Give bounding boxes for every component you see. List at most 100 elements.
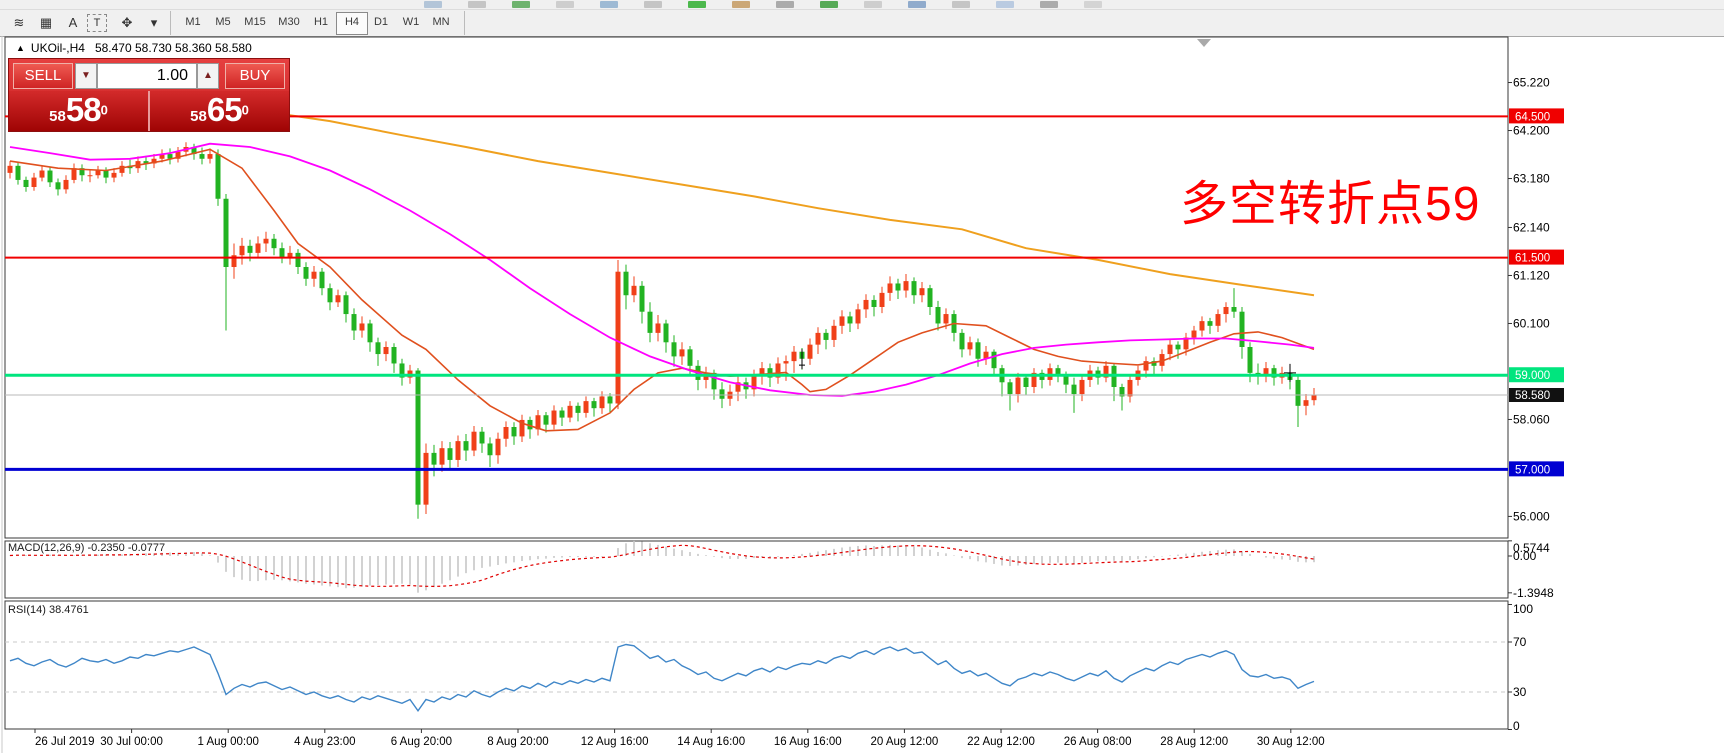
rsi-value: 38.4761 [45,604,89,616]
candle-body [287,252,293,258]
candle-body [671,342,677,357]
candle-body [1015,377,1021,395]
volume-input[interactable]: 1.00 [97,63,197,89]
sell-button[interactable]: SELL [13,63,73,89]
cropped-toolbar-icon [468,1,486,8]
timeframe-button-m30[interactable]: M30 [278,16,300,28]
time-axis-label[interactable]: 20 Aug 12:00 [871,736,939,748]
ask-price[interactable]: 58650 [150,91,289,131]
price-tick-label: 63.180 [1513,172,1550,186]
timeframe-button-m5[interactable]: M5 [215,16,231,28]
candle-body [1055,368,1061,376]
candle-body [1183,337,1189,350]
chart-shift-marker-icon[interactable] [1197,39,1211,47]
macd-panel[interactable] [4,540,1509,599]
candle-body [239,245,245,256]
candle-body [23,179,29,187]
time-axis-label[interactable]: 4 Aug 23:00 [294,736,355,748]
candle-body [455,441,461,460]
timeframe-button-h4[interactable]: H4 [336,12,368,35]
timeframe-button-h1[interactable]: H1 [313,16,329,28]
candle-body [359,323,365,331]
candle-body [783,361,789,364]
timeframe-button-mn[interactable]: MN [432,16,450,28]
cropped-toolbar-icon [688,1,706,8]
candle-body [1031,372,1037,387]
candle-body [1231,306,1237,312]
candle-body [647,311,653,333]
candle-body [199,154,205,159]
cropped-toolbar-icon [600,1,618,8]
text-box-icon[interactable]: T [87,14,107,32]
candle-body [39,170,45,178]
cropped-toolbar-icon [1084,1,1102,8]
timeframe-button-m1[interactable]: M1 [185,16,201,28]
volume-increase-button[interactable]: ▲ [197,63,219,89]
candle-body [719,389,725,399]
time-axis-label[interactable]: 8 Aug 20:00 [487,736,548,748]
candle-body [159,154,165,159]
candle-body [935,306,941,324]
time-axis-label[interactable]: 12 Aug 16:00 [581,736,649,748]
rsi-tick-label: 30 [1513,685,1527,699]
cursor-arrows-icon[interactable]: ✥ [121,15,133,30]
bid-price[interactable]: 58580 [9,91,150,131]
timeframe-button-m15[interactable]: M15 [244,16,266,28]
candle-body [55,182,61,190]
candle-body [1079,379,1085,395]
candle-body [711,372,717,390]
time-axis-label[interactable]: 30 Aug 12:00 [1257,736,1325,748]
macd-indicator-label: MACD(12,26,9) -0.2350 -0.0777 [8,542,165,554]
ask-small-digits: 58 [190,108,207,125]
candle-body [831,325,837,340]
candle-body [967,342,973,350]
time-axis-label[interactable]: 14 Aug 16:00 [677,736,745,748]
time-axis-label[interactable]: 26 Aug 08:00 [1064,736,1132,748]
text-label-icon[interactable]: A [68,15,78,30]
candle-body [367,323,373,343]
bid-sup-digit: 0 [100,102,108,118]
candle-body [807,344,813,359]
candle-body [735,382,741,392]
toolbar-separator [170,11,171,35]
candle-body [215,154,221,199]
cropped-toolbar-icon [732,1,750,8]
volume-decrease-button[interactable]: ▼ [75,63,97,89]
candle-body [335,295,341,303]
candle-body [343,295,349,315]
candle-body [775,363,781,378]
rsi-indicator-label: RSI(14) 38.4761 [8,604,89,616]
time-axis-label[interactable]: 30 Jul 00:00 [100,736,163,748]
candle-body [471,431,477,451]
buy-button[interactable]: BUY [225,63,285,89]
price-tick-label: 62.140 [1513,220,1550,234]
time-axis-label[interactable]: 26 Jul 2019 [35,736,94,748]
candle-body [479,431,485,444]
time-axis-label[interactable]: 28 Aug 12:00 [1160,736,1228,748]
timeframe-button-w1[interactable]: W1 [402,16,420,28]
candle-body [263,238,269,244]
elliott-wave-icon[interactable]: ≋ [13,15,25,30]
expand-marker-icon[interactable]: ▲ [16,43,25,53]
chart-title: ▲ UKOil-,H4 58.470 58.730 58.360 58.580 [16,41,252,55]
candle-body [1223,306,1229,315]
candle-body [463,441,469,451]
time-axis-label[interactable]: 6 Aug 20:00 [391,736,452,748]
time-axis-label[interactable]: 1 Aug 00:00 [197,736,258,748]
timeframe-button-d1[interactable]: D1 [373,16,389,28]
time-axis-label[interactable]: 22 Aug 12:00 [967,736,1035,748]
cropped-toolbar-icon [776,1,794,8]
candle-body [551,410,557,425]
rsi-panel[interactable] [4,600,1509,730]
fibonacci-grid-icon[interactable]: ▦ [39,15,53,30]
candle-body [1023,377,1029,387]
cropped-toolbar-icon [908,1,926,8]
dropdown-arrow-icon[interactable]: ▾ [150,15,158,30]
candle-body [167,154,173,159]
time-axis-label[interactable]: 16 Aug 16:00 [774,736,842,748]
candle-body [575,405,581,413]
candle-body [655,323,661,333]
candle-body [911,281,917,296]
candle-body [959,332,965,350]
candle-body [839,316,845,326]
